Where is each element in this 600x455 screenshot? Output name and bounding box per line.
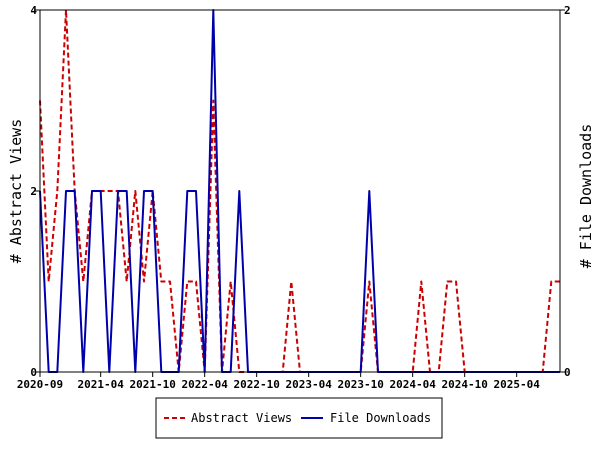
- x-tick-label: 2022-10: [233, 378, 279, 391]
- legend-box: [155, 397, 443, 439]
- x-tick-label: 2022-04: [181, 378, 228, 391]
- y-axis-left: 0 2 4: [30, 4, 40, 379]
- series-line-file-downloads: [39, 9, 560, 373]
- legend-label-file-downloads: File Downloads: [330, 411, 431, 425]
- y-right-tick-label: 0: [564, 366, 571, 379]
- legend-label-abstract-views: Abstract Views: [191, 411, 292, 425]
- legend: Abstract Views File Downloads: [155, 397, 443, 439]
- y-left-tick-label: 4: [30, 4, 37, 17]
- x-tick-label: 2023-04: [285, 378, 332, 391]
- x-tick-label: 2024-10: [441, 378, 487, 391]
- y-right-tick-label: 2: [564, 4, 571, 17]
- x-tick-label: 2025-04: [493, 378, 540, 391]
- x-tick-label: 2020-09: [17, 378, 63, 391]
- x-tick-label: 2024-04: [389, 378, 436, 391]
- y-axis-right: 02: [560, 4, 571, 379]
- x-axis: 2020-09 2021-04 2021-10 2022-04 2022-10 2023-…: [17, 372, 540, 391]
- y-axis-left-title: # Abstract Views: [7, 119, 25, 264]
- x-tick-label: 2023-10: [337, 378, 383, 391]
- x-tick-label: 2021-10: [129, 378, 175, 391]
- y-axis-right-title: # File Downloads: [577, 124, 595, 269]
- plot-lines: [39, 9, 560, 373]
- x-tick-label: 2021-04: [77, 378, 124, 391]
- y-left-tick-label: 0: [30, 366, 37, 379]
- y-left-tick-label: 2: [30, 185, 37, 198]
